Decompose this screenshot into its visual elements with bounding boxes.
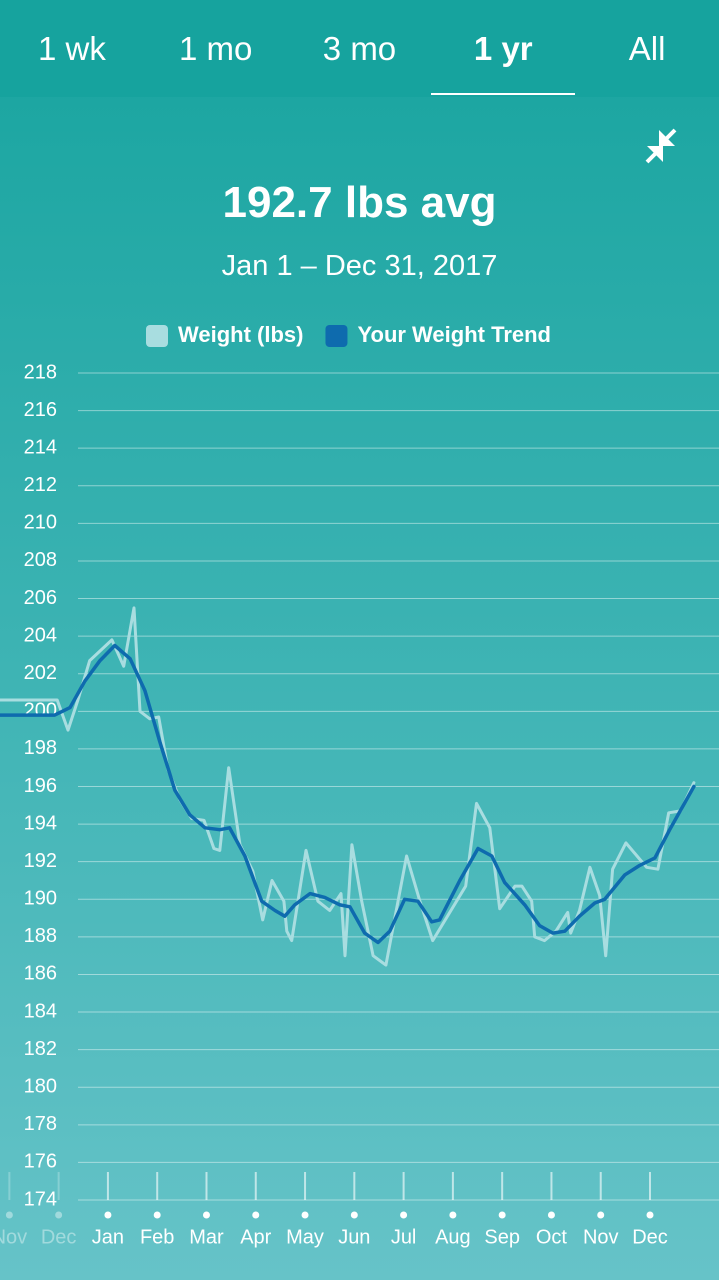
y-tick-label: 180 [24, 1076, 57, 1098]
x-tick-label: Sep [484, 1226, 520, 1248]
legend-label: Weight (lbs) [178, 322, 303, 347]
range-tabs: 1 wk 1 mo 3 mo 1 yr All [0, 0, 719, 97]
y-tick-label: 212 [24, 474, 57, 496]
x-tick-label: Jun [338, 1226, 370, 1248]
x-tick-label: Apr [240, 1226, 271, 1248]
y-tick-label: 206 [24, 587, 57, 609]
x-tick-dot [5, 1211, 13, 1219]
legend-swatch [325, 325, 348, 347]
range-tab[interactable]: 1 yr [431, 0, 575, 97]
y-tick-label: 202 [24, 662, 57, 684]
range-tab[interactable]: All [628, 30, 666, 67]
y-tick-label: 210 [24, 512, 57, 534]
x-tick-label: Aug [435, 1226, 471, 1248]
collapse-icon[interactable] [631, 116, 691, 176]
x-tick-label: Nov [0, 1226, 27, 1248]
legend-swatch [146, 325, 168, 347]
y-tick-label: 204 [24, 624, 57, 646]
y-tick-label: 194 [24, 812, 57, 834]
x-tick-dot [400, 1211, 408, 1219]
date-range: Jan 1 – Dec 31, 2017 [221, 250, 498, 282]
x-tick-dot [498, 1211, 506, 1219]
y-tick-label: 200 [24, 700, 57, 722]
x-tick-dot [104, 1211, 112, 1219]
x-tick-dot [55, 1211, 63, 1219]
x-tick-dot [449, 1211, 457, 1219]
x-tick-label: Nov [583, 1226, 619, 1248]
y-tick-label: 178 [24, 1113, 57, 1135]
x-tick-label: Jul [391, 1226, 417, 1248]
y-tick-label: 198 [24, 737, 57, 759]
y-tick-label: 190 [24, 888, 57, 910]
y-tick-label: 188 [24, 925, 57, 947]
x-tick-dot [301, 1211, 309, 1219]
series-line [0, 643, 696, 945]
x-tick-dot [252, 1211, 260, 1219]
x-tick-dot [153, 1211, 161, 1219]
range-tab[interactable]: 3 mo [322, 30, 397, 67]
y-tick-label: 216 [24, 399, 57, 421]
x-tick-dot [202, 1211, 210, 1219]
average-weight: 192.7 lbs avg [222, 178, 497, 227]
y-tick-label: 218 [24, 361, 57, 383]
x-tick-label: Jan [92, 1226, 124, 1248]
y-tick-label: 184 [24, 1000, 57, 1022]
range-tab[interactable]: 1 mo [179, 30, 253, 67]
y-tick-label: 186 [24, 963, 57, 985]
legend-label: Your Weight Trend [357, 322, 551, 347]
y-tick-label: 176 [24, 1151, 57, 1173]
x-tick-label: May [286, 1226, 324, 1248]
y-tick-label: 182 [24, 1038, 57, 1060]
y-tick-label: 196 [24, 775, 57, 797]
y-tick-label: 192 [24, 850, 57, 872]
x-tick-dot [350, 1211, 358, 1219]
y-tick-label: 214 [24, 436, 57, 458]
series-line [0, 606, 696, 967]
y-tick-label: 208 [24, 549, 57, 571]
x-tick-dot [646, 1211, 654, 1219]
x-tick-dot [547, 1211, 555, 1219]
x-tick-label: Oct [536, 1226, 568, 1248]
y-tick-label: 174 [24, 1188, 57, 1210]
x-tick-dot [597, 1211, 605, 1219]
x-tick-label: Dec [632, 1226, 668, 1248]
x-tick-label: Mar [189, 1226, 224, 1248]
x-tick-label: Dec [41, 1226, 77, 1248]
x-tick-label: Feb [140, 1226, 174, 1248]
range-tab[interactable]: 1 wk [37, 30, 106, 67]
